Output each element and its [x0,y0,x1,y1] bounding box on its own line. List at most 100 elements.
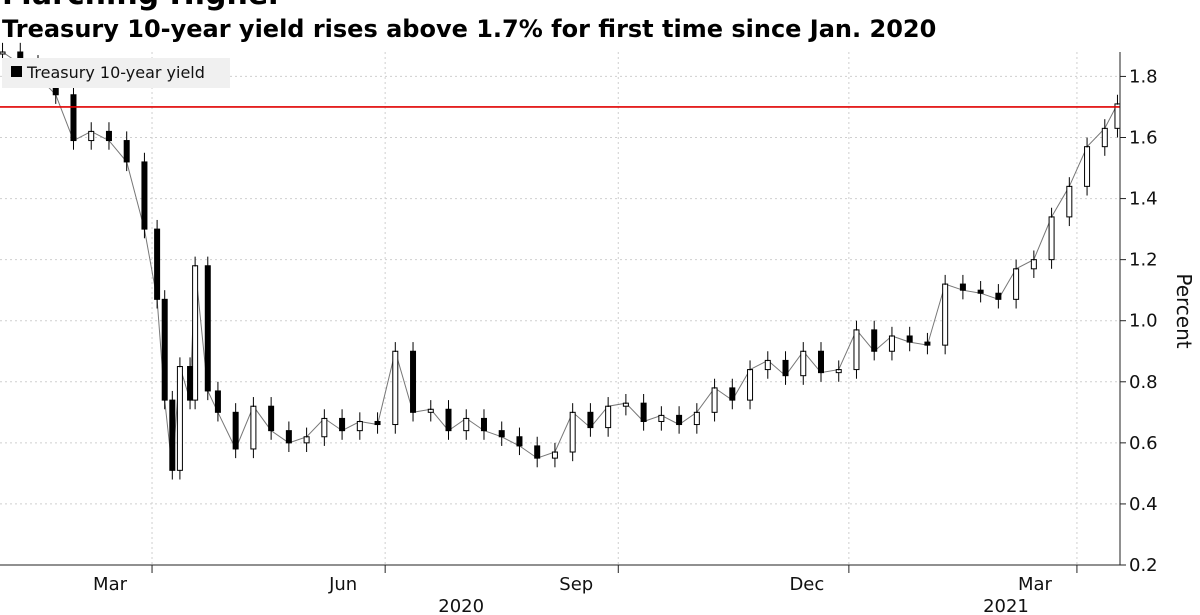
data-point [90,130,93,133]
data-point [465,417,468,420]
data-point [979,292,982,295]
candle-body [169,399,176,471]
x-year-label: 2020 [438,596,484,615]
y-tick-label: 1.0 [1129,311,1158,332]
candle-body [942,283,949,346]
data-point [802,350,805,353]
candle-body [339,417,346,432]
candle-body [906,335,913,343]
candle-body [1066,185,1073,218]
data-point [536,457,538,459]
data-point [72,139,75,142]
data-point [944,283,946,285]
data-point [926,344,929,346]
candle-body [204,265,211,392]
data-point [766,359,769,362]
candle-body [70,94,77,142]
data-point [125,161,128,163]
legend-label: Treasury 10-year yield [26,63,205,82]
candle-body [1084,146,1091,187]
data-point [571,411,574,414]
candle-body [161,298,168,401]
data-point [156,298,158,301]
data-point [143,228,146,230]
candle-body [321,417,328,438]
candle-body [888,335,895,352]
candle-body [105,130,112,142]
candle-body [534,445,541,459]
data-point [234,448,237,450]
data-point [305,435,308,438]
data-point [678,423,680,426]
data-point [323,417,326,420]
candle-body [141,161,148,230]
candle-body [445,408,452,432]
candle-body [569,411,576,453]
data-point [642,420,645,423]
data-point [820,371,822,374]
candle-body [711,387,718,413]
candle-body [1048,216,1055,261]
data-point [554,451,556,453]
data-point [500,435,503,438]
data-point [189,399,191,401]
data-point [270,429,272,432]
data-point [607,405,609,408]
data-point [749,368,751,371]
candle-body [676,414,683,426]
data-point [394,350,397,353]
candle-body [392,350,399,426]
y-tick-label: 0.6 [1129,433,1158,454]
candle-body [154,228,161,300]
candle-body [498,430,505,438]
yield-series [0,42,1121,480]
data-point [1050,216,1053,218]
grid-lines [0,52,1120,566]
candle-body [303,436,310,444]
y-tick-label: 0.2 [1129,555,1158,576]
data-point [1086,145,1088,148]
data-point [194,264,196,267]
x-tick-label: Mar [93,574,128,595]
candle-body [214,390,221,413]
data-point [376,423,379,426]
candle-body [551,451,558,459]
data-point [589,426,592,429]
y-tick-label: 1.2 [1129,250,1158,271]
data-point [1116,103,1119,105]
data-point [696,411,698,414]
candle-body [123,140,130,163]
candle-body [232,411,239,450]
y-axis-label: Percent [1172,273,1196,348]
data-point [713,387,716,389]
data-point [359,420,361,423]
data-point [1033,258,1035,261]
y-tick-label: 0.8 [1129,372,1158,393]
data-point [1015,268,1017,270]
candle-body [1030,259,1037,270]
data-point [625,402,627,404]
data-point [108,139,110,142]
legend: Treasury 10-year yield [2,58,230,88]
data-point [518,445,521,447]
candle-body [187,366,194,401]
candle-body [587,411,594,429]
candle-body [463,417,470,432]
candle-body [1101,127,1108,148]
candle-body [268,405,275,432]
data-point [179,365,181,368]
candle-body [764,359,771,371]
candle-body [410,350,417,413]
data-point [731,399,734,401]
candle-body [605,405,612,429]
y-tick-label: 1.8 [1129,66,1158,87]
data-point [288,442,290,444]
data-point [962,289,964,291]
data-point [908,341,911,343]
data-point [891,335,893,337]
data-point [252,405,255,408]
data-point [447,429,450,432]
candle-body [800,350,807,377]
y-tick-label: 1.6 [1129,128,1158,149]
